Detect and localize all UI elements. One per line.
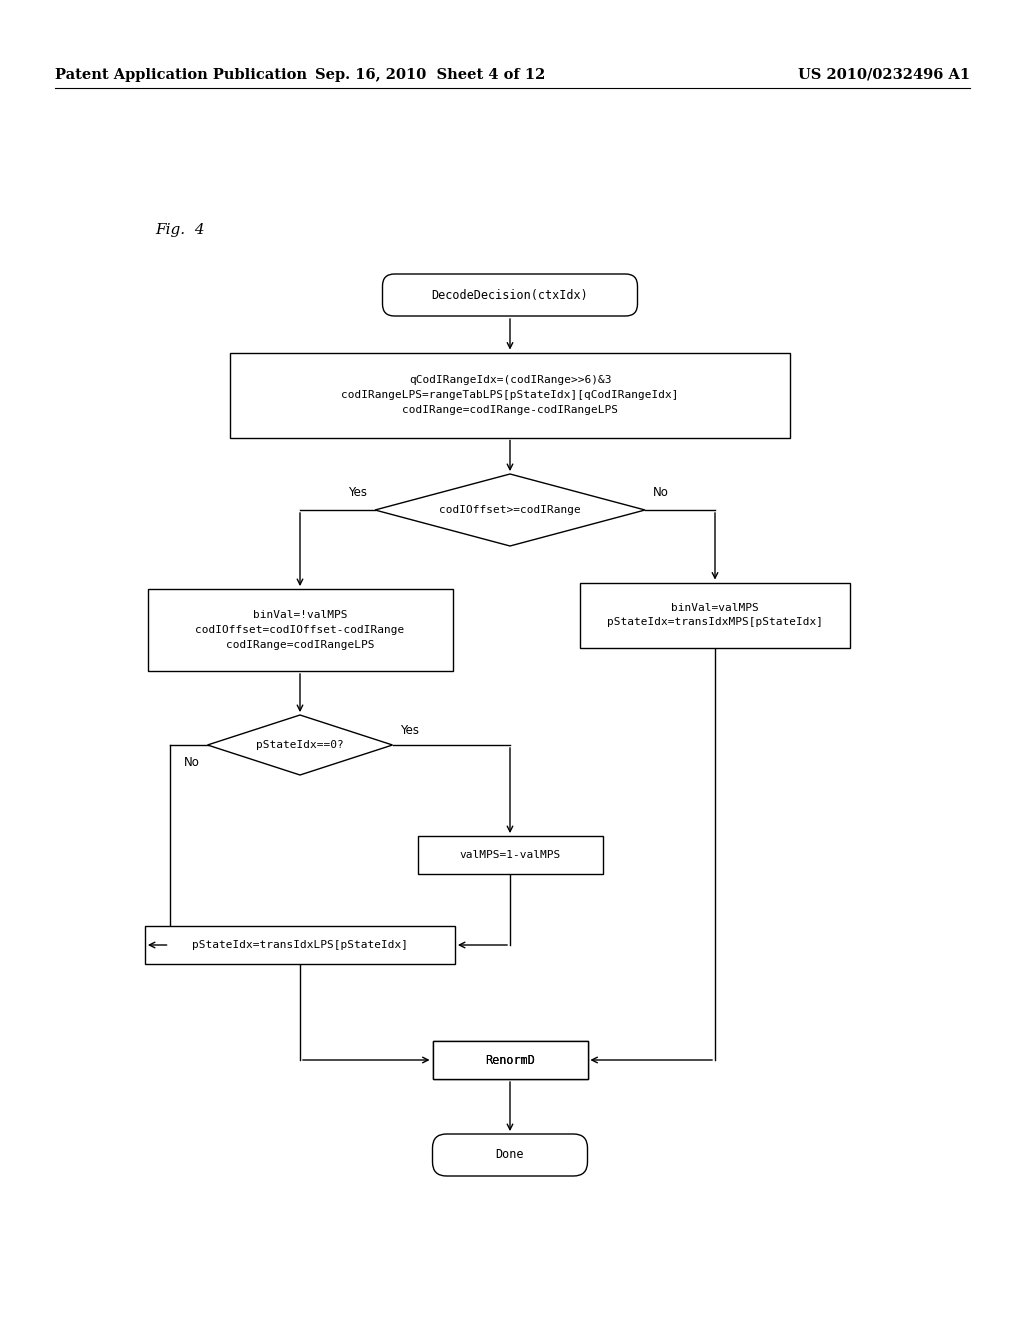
Text: Yes: Yes [400, 725, 420, 738]
Text: binVal=!valMPS
codIOffset=codIOffset-codIRange
codIRange=codIRangeLPS: binVal=!valMPS codIOffset=codIOffset-cod… [196, 610, 404, 649]
Text: Sep. 16, 2010  Sheet 4 of 12: Sep. 16, 2010 Sheet 4 of 12 [314, 69, 545, 82]
Text: binVal=valMPS
pStateIdx=transIdxMPS[pStateIdx]: binVal=valMPS pStateIdx=transIdxMPS[pSta… [607, 603, 823, 627]
Text: No: No [653, 486, 669, 499]
Text: RenormD: RenormD [485, 1053, 535, 1067]
Bar [580, 582, 850, 648]
Text: Yes: Yes [348, 486, 367, 499]
Text: codIOffset>=codIRange: codIOffset>=codIRange [439, 506, 581, 515]
Text: pStateIdx=transIdxLPS[pStateIdx]: pStateIdx=transIdxLPS[pStateIdx] [193, 940, 408, 950]
Text: RenormD: RenormD [485, 1053, 535, 1067]
Bar [147, 589, 453, 671]
Text: US 2010/0232496 A1: US 2010/0232496 A1 [798, 69, 970, 82]
Text: DecodeDecision(ctxIdx): DecodeDecision(ctxIdx) [432, 289, 589, 301]
FancyBboxPatch shape [383, 275, 638, 315]
FancyBboxPatch shape [432, 1134, 588, 1176]
Bar [145, 927, 455, 964]
Polygon shape [375, 474, 645, 546]
Text: valMPS=1-valMPS: valMPS=1-valMPS [460, 850, 560, 861]
Bar [230, 352, 790, 437]
Text: No: No [183, 756, 200, 770]
Bar [432, 1041, 588, 1078]
Text: Done: Done [496, 1148, 524, 1162]
Text: pStateIdx==0?: pStateIdx==0? [256, 741, 344, 750]
Polygon shape [208, 715, 392, 775]
Text: Fig.  4: Fig. 4 [155, 223, 205, 238]
Text: qCodIRangeIdx=(codIRange>>6)&3
codIRangeLPS=rangeTabLPS[pStateIdx][qCodIRangeIdx: qCodIRangeIdx=(codIRange>>6)&3 codIRange… [341, 375, 679, 414]
Bar [418, 836, 602, 874]
Text: Patent Application Publication: Patent Application Publication [55, 69, 307, 82]
Bar [432, 1041, 588, 1078]
